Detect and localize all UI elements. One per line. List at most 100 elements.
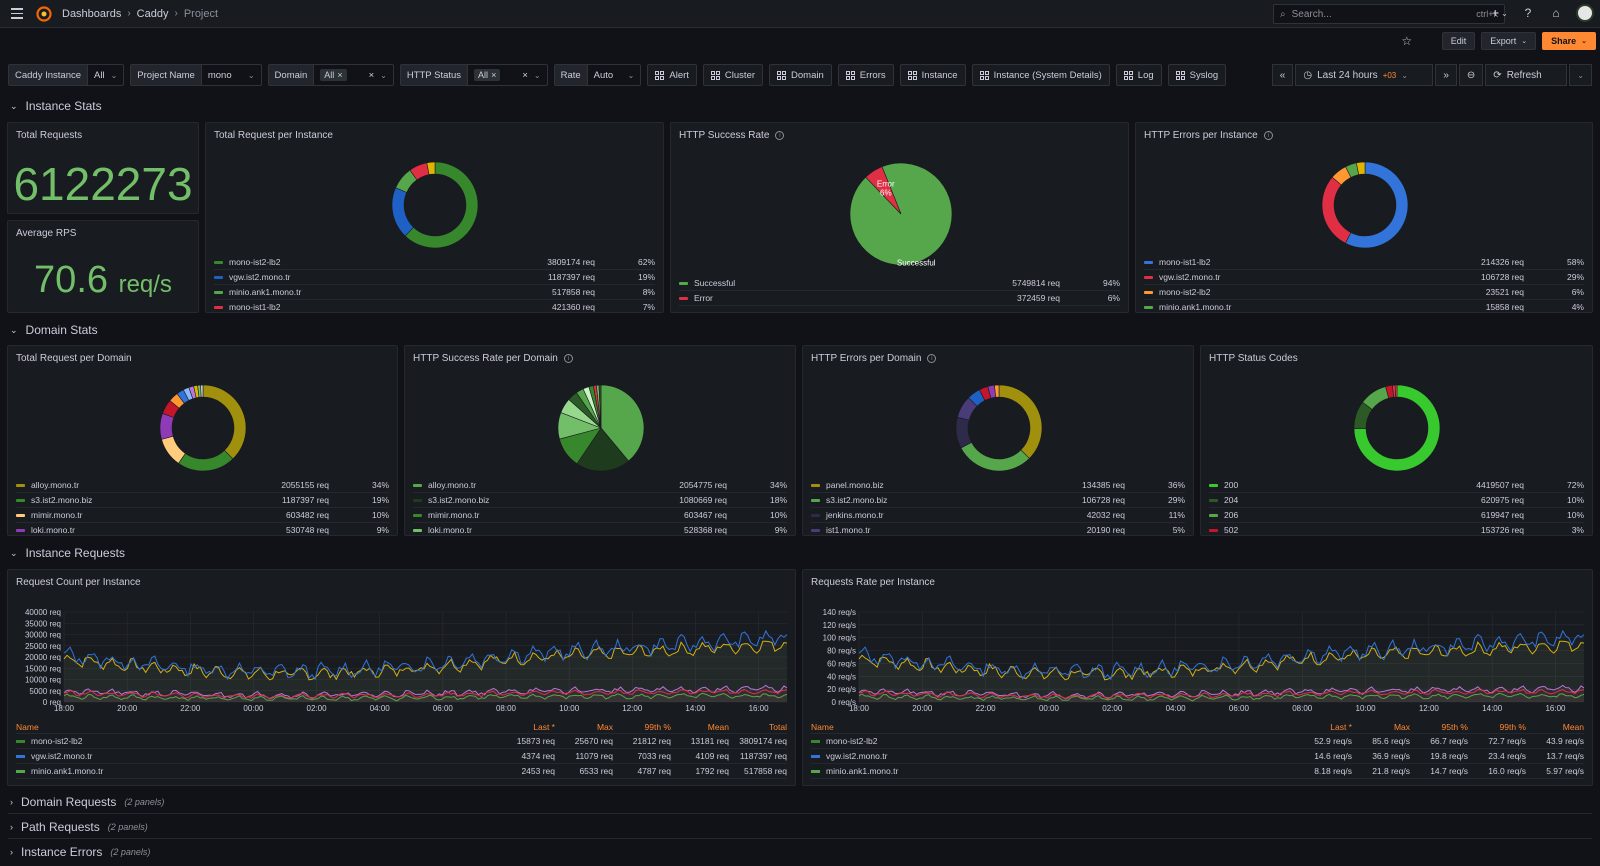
variable-chip[interactable]: All × [474, 69, 501, 81]
link-errors[interactable]: Errors [837, 64, 894, 86]
legend-item[interactable]: vgw.ist2.mono.tr 106728 req 29% [1144, 270, 1584, 285]
news-icon[interactable]: ⌂ [1552, 6, 1560, 20]
legend-header-column[interactable]: Max [596, 722, 613, 732]
breadcrumb-dashboards[interactable]: Dashboards [62, 7, 122, 20]
legend-item[interactable]: jenkins.mono.tr 42032 req 11% [811, 508, 1185, 523]
legend-header-column[interactable]: Max [1393, 722, 1410, 732]
panel-total-requests[interactable]: Total Requests 6122273 [7, 122, 199, 214]
legend-item[interactable]: 206 619947 req 10% [1209, 508, 1584, 523]
series-line[interactable] [858, 692, 1585, 702]
series-line[interactable] [63, 688, 788, 700]
legend-item[interactable]: vgw.ist2.mono.tr 1187397 req 19% [214, 270, 655, 285]
legend-header-column[interactable]: Mean [707, 722, 729, 732]
variable-rate[interactable]: Rate Auto ⌄ [553, 64, 642, 86]
legend-header-name[interactable]: Name [16, 722, 39, 732]
row-instance-stats[interactable]: ⌄ Instance Stats [10, 99, 102, 113]
star-icon[interactable]: ☆ [1401, 34, 1413, 48]
slice[interactable] [1355, 161, 1366, 176]
legend-item[interactable]: mono-ist2-lb2 15873 req 25670 req 21812 req… [16, 734, 787, 749]
slice[interactable] [865, 166, 902, 215]
legend-item[interactable]: mono-ist1-lb2 421360 req 7% [214, 300, 655, 312]
link-domain[interactable]: Domain [769, 64, 832, 86]
series-line[interactable] [858, 684, 1585, 700]
slice[interactable] [1353, 384, 1441, 472]
search-input[interactable]: ⌕ Search... ctrl+k [1273, 4, 1505, 24]
row-domain-stats[interactable]: ⌄ Domain Stats [10, 323, 98, 337]
link-log[interactable]: Log [1115, 64, 1162, 86]
slice[interactable] [1394, 384, 1398, 398]
legend-item[interactable]: loki.mono.tr 530748 req 9% [16, 523, 389, 535]
legend-item[interactable]: vgw.ist2.mono.tr 14.6 req/s 36.9 req/s 19.8… [811, 749, 1584, 764]
info-icon[interactable]: i [927, 354, 937, 363]
add-icon[interactable]: + ⌄ [1492, 6, 1508, 20]
legend-header-column[interactable]: Last * [1330, 722, 1352, 732]
variable-chip[interactable]: All × [320, 69, 347, 81]
panel-average-rps[interactable]: Average RPS 70.6 req/s [7, 220, 199, 313]
slice[interactable] [960, 441, 1030, 472]
legend-item[interactable]: panel.mono.biz 134385 req 36% [811, 478, 1185, 493]
link-syslog[interactable]: Syslog [1167, 64, 1227, 86]
info-icon[interactable]: i [1263, 131, 1273, 140]
row-domain-requests[interactable]: › Domain Requests (2 panels) [10, 795, 164, 809]
legend-item[interactable]: minio.ank1.mono.tr 15858 req 4% [1144, 300, 1584, 312]
variable-domain[interactable]: Domain All × × ⌄ [267, 64, 394, 86]
series-line[interactable] [858, 629, 1585, 681]
link-alert[interactable]: Alert [647, 64, 697, 86]
row-instance-errors[interactable]: › Instance Errors (2 panels) [10, 845, 150, 859]
avatar[interactable] [1576, 4, 1594, 22]
refresh-interval-picker[interactable]: ⌄ [1569, 64, 1592, 86]
slice[interactable] [202, 384, 247, 460]
zoom-out-button[interactable]: ⊖ [1458, 64, 1484, 86]
refresh-button[interactable]: ⟳ Refresh [1485, 64, 1568, 86]
panel-http-success-rate-per-domain[interactable]: HTTP Success Rate per Domain i alloy.mono… [404, 345, 796, 536]
slice[interactable] [955, 416, 972, 449]
legend-item[interactable]: mono-ist1-lb2 214326 req 58% [1144, 255, 1584, 270]
clear-icon[interactable]: × [368, 69, 375, 81]
series-line[interactable] [858, 640, 1585, 681]
legend-header-column[interactable]: Total [769, 722, 787, 732]
series-line[interactable] [63, 692, 788, 702]
legend-item[interactable]: s3.ist2.mono.biz 106728 req 29% [811, 493, 1185, 508]
legend-item[interactable]: mono-ist2-lb2 23521 req 6% [1144, 285, 1584, 300]
legend-item[interactable]: mono-ist2-lb2 3809174 req 62% [214, 255, 655, 270]
panel-requests-rate-per-instance[interactable]: Requests Rate per Instance 140 req/s 120 … [802, 569, 1593, 786]
series-line[interactable] [858, 688, 1585, 700]
legend-item[interactable]: s3.ist2.mono.biz 1187397 req 19% [16, 493, 389, 508]
variable-project-name[interactable]: Project Name mono ⌄ [130, 64, 262, 86]
slice[interactable] [200, 384, 204, 398]
row-path-requests[interactable]: › Path Requests (2 panels) [10, 820, 148, 834]
legend-item[interactable]: minio.ank1.mono.tr 517858 req 8% [214, 285, 655, 300]
legend-item[interactable]: s3.ist2.mono.biz 1080669 req 18% [413, 493, 787, 508]
legend-item[interactable]: loki.mono.tr 528368 req 9% [413, 523, 787, 535]
legend-item[interactable]: Successful 5749814 req 94% [679, 276, 1120, 291]
menu-icon[interactable] [6, 3, 28, 25]
series-line[interactable] [63, 640, 788, 681]
panel-total-request-per-domain[interactable]: Total Request per Domain alloy.mono.tr 20… [7, 345, 398, 536]
slice[interactable] [994, 384, 1000, 398]
panel-request-count-per-instance[interactable]: Request Count per Instance 40000 req 3500… [7, 569, 796, 786]
legend-item[interactable]: alloy.mono.tr 2054775 req 34% [413, 478, 787, 493]
slice[interactable] [159, 413, 175, 440]
legend-header-column[interactable]: Last * [533, 722, 555, 732]
grafana-logo-icon[interactable] [36, 5, 52, 22]
link-cluster[interactable]: Cluster [702, 64, 764, 86]
legend-item[interactable]: minio.ank1.mono.tr 8.18 req/s 21.8 req/s 14… [811, 764, 1584, 779]
legend-item[interactable]: alloy.mono.tr 2055155 req 34% [16, 478, 389, 493]
legend-header-column[interactable]: 99th % [1499, 722, 1526, 732]
edit-button[interactable]: Edit [1441, 32, 1476, 50]
legend-header-column[interactable]: 95th % [1441, 722, 1468, 732]
time-range-picker[interactable]: ◷ Last 24 hours +03 ⌄ [1295, 64, 1434, 86]
slice[interactable] [998, 384, 1043, 459]
variable-http-status[interactable]: HTTP Status All × × ⌄ [399, 64, 548, 86]
remove-icon[interactable]: × [337, 70, 343, 80]
export-button[interactable]: Export ⌄ [1481, 32, 1537, 50]
info-icon[interactable]: i [563, 354, 573, 363]
info-icon[interactable]: i [775, 131, 785, 140]
remove-icon[interactable]: × [491, 70, 497, 80]
legend-item[interactable]: mono-ist2-lb2 52.9 req/s 85.6 req/s 66.7 re… [811, 734, 1584, 749]
slice[interactable] [598, 384, 602, 429]
legend-item[interactable]: 204 620975 req 10% [1209, 493, 1584, 508]
legend-header-column[interactable]: Mean [1562, 722, 1584, 732]
slice[interactable] [391, 187, 414, 237]
